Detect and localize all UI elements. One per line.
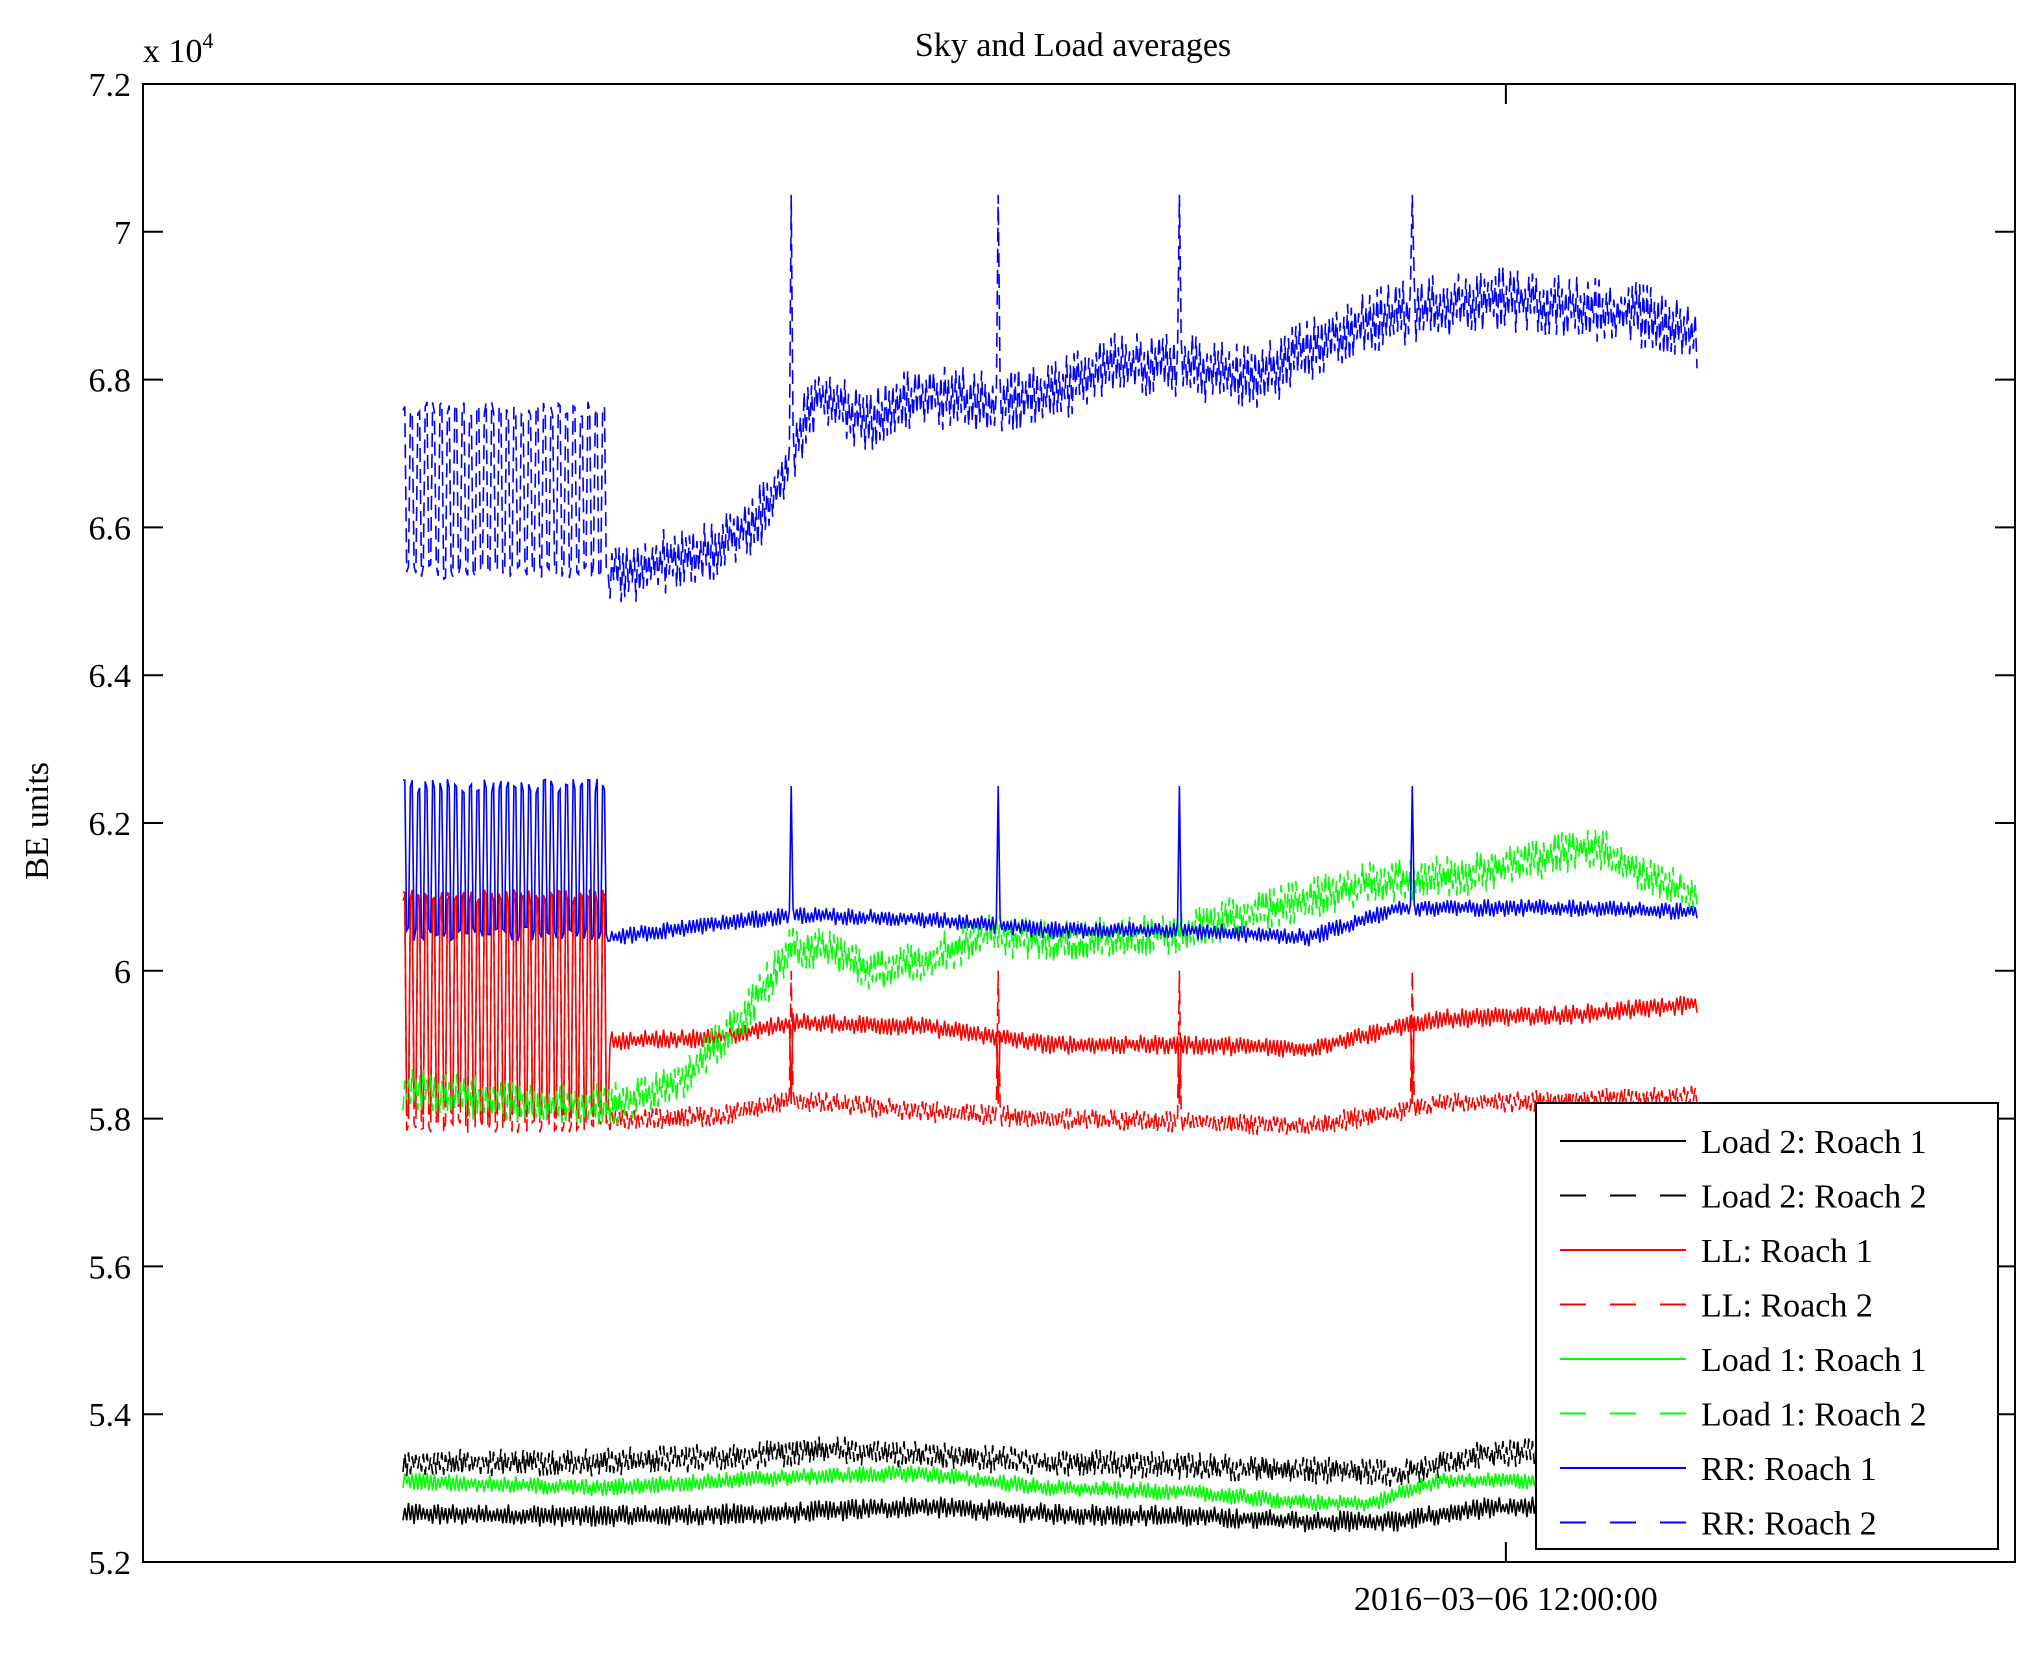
series-line-6 <box>402 829 1698 1125</box>
y-tick-label: 6.2 <box>89 806 132 843</box>
series-line-1 <box>402 1492 1698 1533</box>
plot-series <box>402 194 1698 1533</box>
series-line-4 <box>402 887 1698 1136</box>
legend-label: LL: Roach 1 <box>1701 1233 1873 1270</box>
series-line-5 <box>402 1465 1698 1512</box>
x-tick-label: 2016−03−06 12:00:00 <box>1354 1581 1658 1618</box>
legend-label: LL: Roach 2 <box>1701 1288 1873 1325</box>
legend-label: Load 2: Roach 2 <box>1701 1179 1927 1216</box>
legend-label: Load 1: Roach 2 <box>1701 1397 1927 1434</box>
series-line-8 <box>402 194 1698 603</box>
series-line-2 <box>402 1435 1698 1488</box>
series-line-7 <box>402 778 1698 947</box>
series-line-3 <box>402 889 1698 1122</box>
legend-label: Load 2: Roach 1 <box>1701 1124 1927 1161</box>
y-tick-label: 5.4 <box>89 1397 132 1434</box>
y-tick-label: 5.2 <box>89 1545 132 1582</box>
y-tick-label: 7 <box>114 215 131 252</box>
legend-label: RR: Roach 1 <box>1701 1451 1877 1488</box>
y-multiplier-label: x 104 <box>143 28 214 70</box>
y-tick-label: 5.6 <box>89 1249 132 1286</box>
chart-title: Sky and Load averages <box>915 27 1231 64</box>
y-tick-label: 6.8 <box>89 363 132 400</box>
legend: Load 2: Roach 1 Load 2: Roach 2 LL: Roach … <box>1535 1102 1999 1550</box>
y-tick-label: 7.2 <box>89 67 132 104</box>
legend-label: Load 1: Roach 1 <box>1701 1342 1927 1379</box>
y-tick-label: 6.6 <box>89 510 132 547</box>
legend-box <box>1535 1102 1999 1550</box>
axes: 5.2 5.4 5.6 5.8 6 6.2 6.4 6.6 6.8 7 7.2 2016−03−06 … <box>89 67 2016 1618</box>
y-tick-label: 6.4 <box>89 658 132 695</box>
y-axis-label: BE units <box>19 762 56 880</box>
y-tick-label: 5.8 <box>89 1102 132 1139</box>
y-tick-label: 6 <box>114 954 131 991</box>
legend-label: RR: Roach 2 <box>1701 1506 1877 1543</box>
